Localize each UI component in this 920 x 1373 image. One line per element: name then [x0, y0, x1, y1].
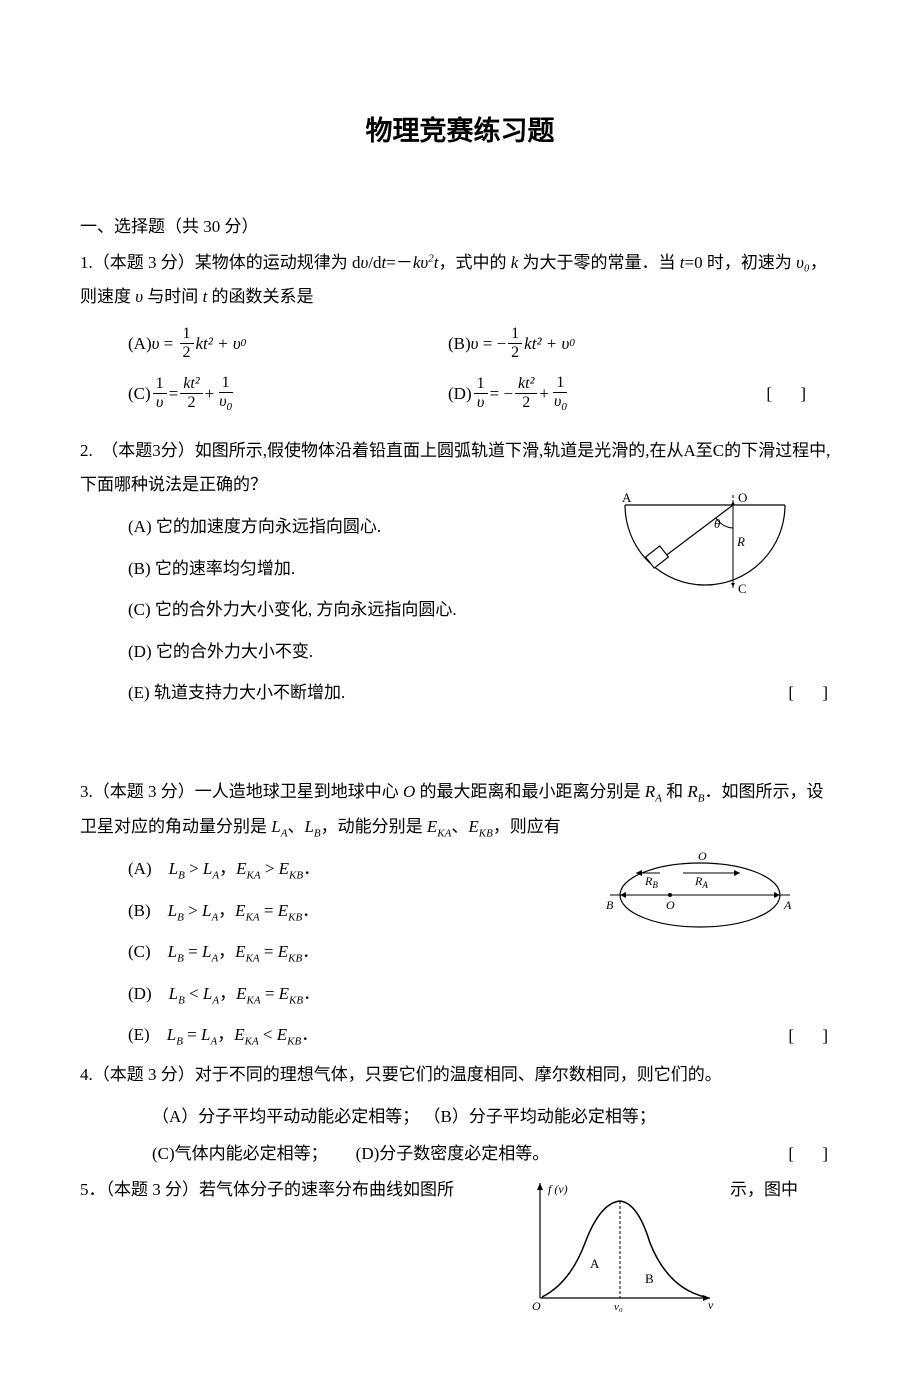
q2-option-e: (E) 轨道支持力大小不断增加.	[128, 674, 730, 711]
q1-option-a: (A) υ = 12 kt² + υ0	[128, 320, 448, 366]
q2-label-A: A	[622, 490, 632, 505]
q1-optD-label: (D)	[448, 380, 472, 407]
q1-A-plus: + υ	[217, 330, 241, 357]
q3-label-RA: RA	[694, 874, 708, 890]
q1-C-frac2: 1υ0	[216, 374, 235, 413]
q5-xlabel: v	[708, 1298, 714, 1312]
q1-A-term: kt²	[196, 330, 213, 357]
q3-option-d: (D) LB < LA，EKA = EKB．	[128, 975, 840, 1013]
q5-ylabel: f (v)	[548, 1182, 568, 1196]
q1-B-term: kt²	[524, 330, 541, 357]
q1-D-lfrac: 1υ	[474, 375, 488, 411]
q2-option-e-row: (E) 轨道支持力大小不断增加. [ ]	[128, 674, 840, 711]
q1-var-v0: υ₀	[796, 253, 810, 272]
q1-A-eq: =	[164, 330, 174, 357]
q4-options-row2: (C)气体内能必定相等； (D)分子数密度必定相等。 [ ]	[152, 1135, 840, 1172]
q1-answer-bracket: [ ]	[708, 380, 818, 407]
q5-row: 5．（本题 3 分）若气体分子的速率分布曲线如图所 f (v) v A B v₀…	[80, 1173, 840, 1313]
q3-answer-bracket: [ ]	[730, 1017, 840, 1054]
q3-label-A: A	[783, 898, 792, 912]
q5-prompt-left: 5．（本题 3 分）若气体分子的速率分布曲线如图所	[80, 1173, 500, 1207]
q1-C-plus: +	[205, 380, 215, 407]
q1-D-eq: = −	[490, 380, 513, 407]
q3-label-RB: RB	[644, 874, 658, 890]
q4-prompt: 4.（本题 3 分）对于不同的理想气体，只要它们的温度相同、摩尔数相同，则它们的…	[80, 1058, 840, 1092]
q5-label-B: B	[645, 1271, 654, 1286]
q5-prompt-right: 示，图中	[720, 1173, 840, 1207]
q1-option-c: (C) 1υ = kt²2 + 1υ0	[128, 370, 448, 416]
q3-prompt: 3.（本题 3 分）一人造地球卫星到地球中心 O 的最大距离和最小距离分别是 R…	[80, 775, 840, 844]
q1-prompt: 1.（本题 3 分）某物体的运动规律为 dυ/dt=－kυ2t，式中的 k 为大…	[80, 246, 840, 314]
q1-optB-label: (B)	[448, 330, 471, 357]
q1-options-row1: (A) υ = 12 kt² + υ0 (B) υ = − 12 kt² + υ…	[128, 320, 840, 366]
q1-D-frac2: 1υ0	[551, 374, 570, 413]
q1-text-6: =0 时，初速为	[685, 253, 797, 272]
q1-D-frac1: kt²2	[515, 375, 537, 411]
q3-option-e: (E) LB = LA，EKA < EKB．	[128, 1016, 730, 1054]
q2-label-theta: θ	[714, 516, 721, 531]
q3-label-O-center: O	[666, 898, 675, 912]
q5-tick-O: O	[532, 1299, 541, 1313]
q1-text-9: 的函数关系是	[207, 287, 313, 306]
q1-text-5: 为大于零的常量．当	[518, 253, 680, 272]
q1-text-2: /d	[368, 253, 381, 272]
q2-label-C: C	[738, 581, 747, 596]
q3-block: 3.（本题 3 分）一人造地球卫星到地球中心 O 的最大距离和最小距离分别是 R…	[80, 775, 840, 1054]
q4-option-c: (C)气体内能必定相等；	[152, 1135, 328, 1172]
q4-option-d: (D)分子数密度必定相等。	[356, 1135, 730, 1172]
q5-tick-v0: v₀	[614, 1301, 623, 1313]
q1-A-lhs: υ	[152, 330, 160, 357]
q3-diagram: O RB RA B O A	[600, 845, 800, 935]
q2-answer-bracket: [ ]	[730, 674, 840, 711]
q5-diagram: f (v) v A B v₀ O	[520, 1173, 720, 1313]
q2-diagram: A O C θ R	[610, 490, 800, 600]
q1-B-lhs: υ	[471, 330, 479, 357]
q1-A-frac: 12	[180, 325, 194, 361]
q1-A-sub0: 0	[241, 335, 247, 353]
page-title: 物理竞赛练习题	[80, 110, 840, 153]
q1-option-d: (D) 1υ = − kt²2 + 1υ0	[448, 370, 708, 416]
q1-B-plus: + υ	[546, 330, 570, 357]
q3-option-e-row: (E) LB = LA，EKA < EKB． [ ]	[128, 1016, 840, 1054]
q1-optA-label: (A)	[128, 330, 152, 357]
q1-optC-label: (C)	[128, 380, 151, 407]
q1-options-row2: (C) 1υ = kt²2 + 1υ0 (D) 1υ = − kt²2 + 1υ…	[128, 370, 840, 416]
q1-D-plus: +	[539, 380, 549, 407]
q1-text-1: 1.（本题 3 分）某物体的运动规律为 d	[80, 253, 361, 272]
q2-block: 2. （本题3分）如图所示,假使物体沿着铅直面上圆弧轨道下滑,轨道是光滑的,在从…	[80, 434, 840, 711]
q1-C-eq: =	[169, 380, 179, 407]
q4-option-a: （A）分子平均平动动能必定相等；	[152, 1107, 419, 1126]
q2-label-O: O	[738, 490, 747, 505]
q1-text-3: =－	[386, 253, 413, 272]
q4-options-row1: （A）分子平均平动动能必定相等； （B）分子平均动能必定相等；	[152, 1098, 840, 1135]
q4-option-b: （B）分子平均动能必定相等；	[424, 1107, 656, 1126]
q1-B-frac: 12	[508, 325, 522, 361]
q3-label-B: B	[606, 898, 614, 912]
q1-option-b: (B) υ = − 12 kt² + υ0	[448, 320, 708, 366]
q1-C-lfrac: 1υ	[153, 375, 167, 411]
q1-text-4: ，式中的	[438, 253, 510, 272]
q1-B-eq: = −	[483, 330, 506, 357]
section-heading: 一、选择题（共 30 分）	[80, 213, 840, 240]
q3-label-O-top: O	[698, 849, 707, 863]
q1-text-8: 与时间	[143, 287, 203, 306]
q2-option-d: (D) 它的合外力大小不变.	[128, 633, 840, 670]
q5-label-A: A	[590, 1256, 600, 1271]
q1-C-frac1: kt²2	[180, 375, 202, 411]
q3-option-c: (C) LB = LA，EKA = EKB．	[128, 933, 840, 971]
q1-var-v3: υ	[135, 287, 143, 306]
q1-B-sub0: 0	[569, 335, 575, 353]
q2-label-R: R	[736, 534, 745, 549]
q4-answer-bracket: [ ]	[730, 1135, 840, 1172]
